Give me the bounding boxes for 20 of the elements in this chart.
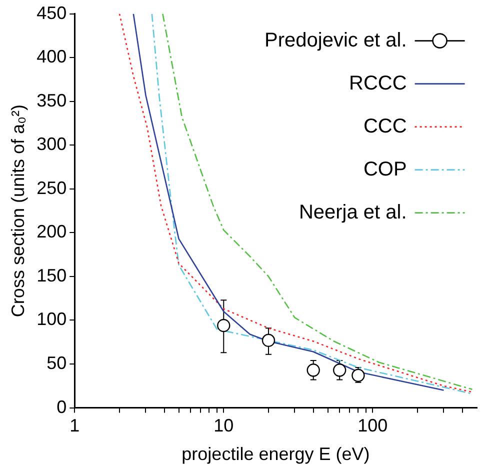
y-tick-label: 200 — [36, 222, 67, 242]
legend-label: CCC — [363, 115, 407, 138]
legend-label: RCCC — [349, 72, 407, 94]
legend-label: Predojevic et al. — [264, 29, 407, 52]
x-tick-label: 10 — [214, 416, 234, 436]
y-tick-label: 150 — [36, 265, 67, 286]
legend-label: COP — [363, 158, 407, 180]
x-tick-label: 1 — [70, 416, 80, 436]
y-tick-label: 0 — [56, 396, 67, 417]
y-tick-label: 300 — [36, 134, 67, 154]
x-axis-title: projectile energy E (eV) — [182, 444, 370, 464]
y-tick-label: 450 — [36, 2, 67, 23]
y-tick-label: 400 — [36, 46, 67, 67]
y-tick-label: 50 — [46, 352, 67, 373]
y-axis-title: Cross section (units of a₀²) — [8, 104, 28, 318]
y-tick-label: 250 — [36, 178, 67, 198]
legend-label: Neerja et al. — [298, 201, 407, 224]
y-tick-label: 350 — [36, 90, 67, 110]
y-tick-label: 100 — [36, 309, 67, 330]
x-tick-label: 100 — [358, 416, 388, 436]
